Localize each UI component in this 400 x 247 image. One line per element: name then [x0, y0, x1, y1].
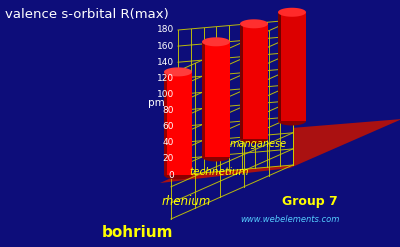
Polygon shape: [278, 12, 306, 121]
Polygon shape: [164, 170, 192, 180]
Text: pm: pm: [148, 98, 164, 107]
Text: 80: 80: [162, 106, 174, 115]
Polygon shape: [202, 42, 230, 157]
Polygon shape: [164, 72, 167, 175]
Polygon shape: [278, 8, 306, 17]
Text: manganese: manganese: [230, 139, 287, 149]
Polygon shape: [160, 119, 400, 183]
Polygon shape: [164, 67, 192, 76]
Text: 100: 100: [157, 90, 174, 99]
Polygon shape: [240, 24, 243, 139]
Polygon shape: [202, 42, 205, 157]
Text: 180: 180: [157, 25, 174, 35]
Text: 140: 140: [157, 58, 174, 67]
Text: 0: 0: [168, 170, 174, 180]
Polygon shape: [202, 152, 230, 162]
Text: 20: 20: [163, 154, 174, 163]
Polygon shape: [278, 12, 281, 121]
Text: rhenium: rhenium: [162, 195, 211, 208]
Polygon shape: [278, 117, 306, 125]
Text: 60: 60: [162, 122, 174, 131]
Text: technetium: technetium: [189, 167, 249, 177]
Text: 160: 160: [157, 41, 174, 51]
Polygon shape: [240, 24, 268, 139]
Polygon shape: [164, 72, 192, 175]
Text: www.webelements.com: www.webelements.com: [240, 215, 340, 224]
Text: valence s-orbital R(max): valence s-orbital R(max): [5, 8, 169, 21]
Text: 40: 40: [163, 138, 174, 147]
Polygon shape: [202, 37, 230, 46]
Polygon shape: [240, 135, 268, 144]
Polygon shape: [240, 19, 268, 28]
Text: bohrium: bohrium: [102, 225, 173, 240]
Polygon shape: [178, 20, 293, 175]
Text: Group 7: Group 7: [282, 195, 338, 208]
Text: 120: 120: [157, 74, 174, 83]
